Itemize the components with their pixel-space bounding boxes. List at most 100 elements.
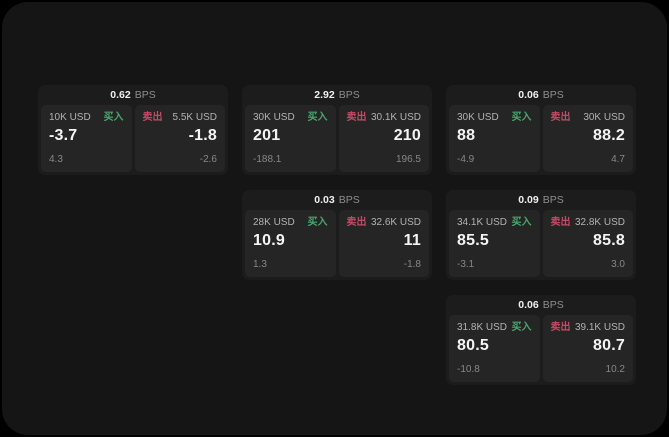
sell-amount: 5.5K USD: [172, 112, 217, 123]
card-header: 0.62 BPS: [41, 85, 225, 105]
bps-value: 2.92: [314, 89, 335, 101]
sell-amount: 30.1K USD: [370, 112, 421, 123]
buy-price: 85.5: [457, 232, 489, 249]
quote-card-3: 0.06 BPS 30K USD 买入 88 -4.9 卖出 30K USD: [446, 85, 636, 175]
sell-side-label: 卖出: [346, 112, 367, 123]
buy-delta: -4.9: [457, 154, 475, 165]
sell-delta: 4.7: [611, 154, 625, 165]
buy-panel-top: 10K USD 买入: [49, 112, 124, 124]
bps-label: BPS: [338, 89, 360, 101]
quotes-grid: 0.62 BPS 10K USD 买入 -3.7 4.3 卖出 5.5K USD: [38, 85, 636, 385]
sell-side-label: 卖出: [550, 322, 571, 333]
buy-panel[interactable]: 28K USD 买入 10.9 1.3: [245, 210, 336, 277]
sell-panel[interactable]: 卖出 39.1K USD 80.7 10.2: [542, 315, 633, 382]
buy-panel[interactable]: 34.1K USD 买入 85.5 -3.1: [449, 210, 540, 277]
quote-card-5: 0.09 BPS 34.1K USD 买入 85.5 -3.1 卖出 32.8K…: [446, 190, 636, 280]
buy-amount: 34.1K USD: [457, 217, 508, 228]
bps-label: BPS: [542, 299, 564, 311]
buy-side-label: 买入: [307, 112, 328, 123]
sell-panel-top: 卖出 32.6K USD: [347, 217, 422, 229]
buy-side-label: 买入: [511, 112, 532, 123]
quote-card-4: 0.03 BPS 28K USD 买入 10.9 1.3 卖出 32.6K US…: [242, 190, 432, 280]
buy-amount: 28K USD: [253, 217, 295, 228]
sell-panel[interactable]: 卖出 30K USD 88.2 4.7: [542, 105, 633, 172]
sell-amount: 39.1K USD: [574, 322, 625, 333]
quote-panels: 28K USD 买入 10.9 1.3 卖出 32.6K USD 11 -1.8: [245, 210, 429, 277]
sell-delta: 3.0: [611, 259, 625, 270]
bps-value: 0.03: [314, 194, 335, 206]
buy-delta: -10.8: [457, 364, 480, 375]
quote-card-2: 2.92 BPS 30K USD 买入 201 -188.1 卖出 30.1K …: [242, 85, 432, 175]
buy-side-label: 买入: [307, 217, 328, 228]
buy-panel-top: 30K USD 买入: [457, 112, 532, 124]
buy-price: 10.9: [253, 232, 285, 249]
sell-panel[interactable]: 卖出 32.8K USD 85.8 3.0: [542, 210, 633, 277]
quote-panels: 30K USD 买入 88 -4.9 卖出 30K USD 88.2 4.7: [449, 105, 633, 172]
buy-side-label: 买入: [103, 112, 124, 123]
sell-panel-top: 卖出 30.1K USD: [347, 112, 422, 124]
buy-panel[interactable]: 30K USD 买入 201 -188.1: [245, 105, 336, 172]
sell-panel[interactable]: 卖出 5.5K USD -1.8 -2.6: [134, 105, 225, 172]
buy-delta: -3.1: [457, 259, 475, 270]
bps-value: 0.06: [518, 89, 539, 101]
card-header: 2.92 BPS: [245, 85, 429, 105]
card-header: 0.09 BPS: [449, 190, 633, 210]
buy-price: 88: [457, 127, 476, 144]
sell-side-label: 卖出: [346, 217, 367, 228]
buy-amount: 31.8K USD: [457, 322, 508, 333]
card-header: 0.06 BPS: [449, 85, 633, 105]
sell-panel[interactable]: 卖出 32.6K USD 11 -1.8: [338, 210, 429, 277]
sell-side-label: 卖出: [550, 112, 571, 123]
sell-delta: 196.5: [395, 154, 421, 165]
quote-panels: 30K USD 买入 201 -188.1 卖出 30.1K USD 210 1…: [245, 105, 429, 172]
sell-amount: 32.8K USD: [574, 217, 625, 228]
sell-panel-top: 卖出 32.8K USD: [551, 217, 626, 229]
sell-delta: 10.2: [605, 364, 625, 375]
buy-panel-top: 34.1K USD 买入: [457, 217, 532, 229]
buy-delta: 1.3: [253, 259, 267, 270]
card-header: 0.03 BPS: [245, 190, 429, 210]
sell-side-label: 卖出: [550, 217, 571, 228]
bps-value: 0.09: [518, 194, 539, 206]
buy-price: 80.5: [457, 337, 489, 354]
buy-panel-top: 28K USD 买入: [253, 217, 328, 229]
buy-price: -3.7: [49, 127, 78, 144]
quote-panels: 10K USD 买入 -3.7 4.3 卖出 5.5K USD -1.8 -2.…: [41, 105, 225, 172]
buy-panel-top: 30K USD 买入: [253, 112, 328, 124]
sell-delta: -1.8: [403, 259, 421, 270]
sell-panel-top: 卖出 39.1K USD: [551, 322, 626, 334]
sell-side-label: 卖出: [142, 112, 163, 123]
buy-delta: -188.1: [253, 154, 282, 165]
sell-amount: 32.6K USD: [370, 217, 421, 228]
quote-card-1: 0.62 BPS 10K USD 买入 -3.7 4.3 卖出 5.5K USD: [38, 85, 228, 175]
quote-card-6: 0.06 BPS 31.8K USD 买入 80.5 -10.8 卖出 39.1…: [446, 295, 636, 385]
buy-panel-top: 31.8K USD 买入: [457, 322, 532, 334]
bps-label: BPS: [338, 194, 360, 206]
card-header: 0.06 BPS: [449, 295, 633, 315]
bps-value: 0.06: [518, 299, 539, 311]
bps-value: 0.62: [110, 89, 131, 101]
sell-panel-top: 卖出 5.5K USD: [143, 112, 218, 124]
bps-label: BPS: [134, 89, 156, 101]
quote-panels: 34.1K USD 买入 85.5 -3.1 卖出 32.8K USD 85.8…: [449, 210, 633, 277]
sell-delta: -2.6: [199, 154, 217, 165]
buy-amount: 30K USD: [253, 112, 295, 123]
sell-amount: 30K USD: [583, 112, 625, 123]
buy-side-label: 买入: [511, 217, 532, 228]
buy-amount: 10K USD: [49, 112, 91, 123]
bps-label: BPS: [542, 89, 564, 101]
sell-price: 11: [403, 232, 421, 249]
buy-delta: 4.3: [49, 154, 63, 165]
sell-price: 210: [393, 127, 421, 144]
buy-panel[interactable]: 10K USD 买入 -3.7 4.3: [41, 105, 132, 172]
bps-label: BPS: [542, 194, 564, 206]
sell-panel[interactable]: 卖出 30.1K USD 210 196.5: [338, 105, 429, 172]
buy-panel[interactable]: 31.8K USD 买入 80.5 -10.8: [449, 315, 540, 382]
sell-price: 85.8: [593, 232, 625, 249]
buy-side-label: 买入: [511, 322, 532, 333]
sell-price: 88.2: [593, 127, 625, 144]
buy-panel[interactable]: 30K USD 买入 88 -4.9: [449, 105, 540, 172]
buy-amount: 30K USD: [457, 112, 499, 123]
sell-price: -1.8: [188, 127, 217, 144]
